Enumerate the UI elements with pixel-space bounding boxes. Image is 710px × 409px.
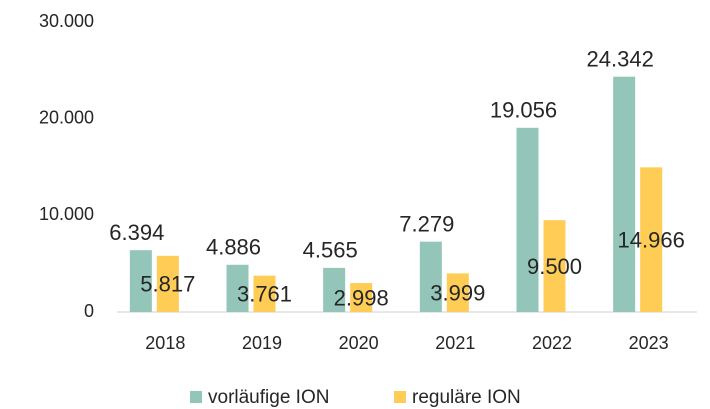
value-label: 5.817 (140, 272, 195, 297)
bar (516, 127, 539, 313)
bar (446, 273, 469, 312)
value-label: 7.279 (399, 211, 454, 236)
bar (253, 275, 276, 312)
value-label: 3.761 (237, 282, 292, 307)
value-label: 6.394 (109, 220, 164, 245)
bar (419, 241, 442, 312)
legend-label: vorläufige ION (208, 387, 329, 408)
x-tick-label: 2019 (242, 333, 282, 353)
legend-label: reguläre ION (412, 387, 521, 408)
x-tick-label: 2018 (145, 333, 185, 353)
bar (323, 267, 346, 312)
x-tick-label: 2023 (629, 333, 669, 353)
legend-swatch (394, 391, 406, 403)
y-tick-label: 30.000 (39, 11, 94, 31)
y-tick-label: 10.000 (39, 204, 94, 224)
value-label: 24.342 (587, 47, 654, 72)
y-tick-label: 0 (84, 301, 94, 321)
bar (350, 283, 373, 312)
value-label: 2.998 (334, 285, 389, 310)
value-label: 19.056 (490, 98, 557, 123)
bar (156, 255, 179, 312)
value-label: 3.999 (430, 280, 485, 305)
value-label: 9.500 (527, 254, 582, 279)
bar (543, 220, 566, 312)
value-label: 4.886 (206, 235, 261, 260)
bar (613, 76, 636, 312)
bar (226, 264, 249, 312)
value-label: 4.565 (303, 238, 358, 263)
x-tick-label: 2022 (532, 333, 572, 353)
x-tick-label: 2020 (339, 333, 379, 353)
value-label: 14.966 (618, 227, 685, 252)
bar (129, 250, 152, 312)
x-tick-label: 2021 (435, 333, 475, 353)
bar (640, 167, 663, 312)
y-tick-label: 20.000 (39, 107, 94, 127)
legend-swatch (190, 391, 202, 403)
